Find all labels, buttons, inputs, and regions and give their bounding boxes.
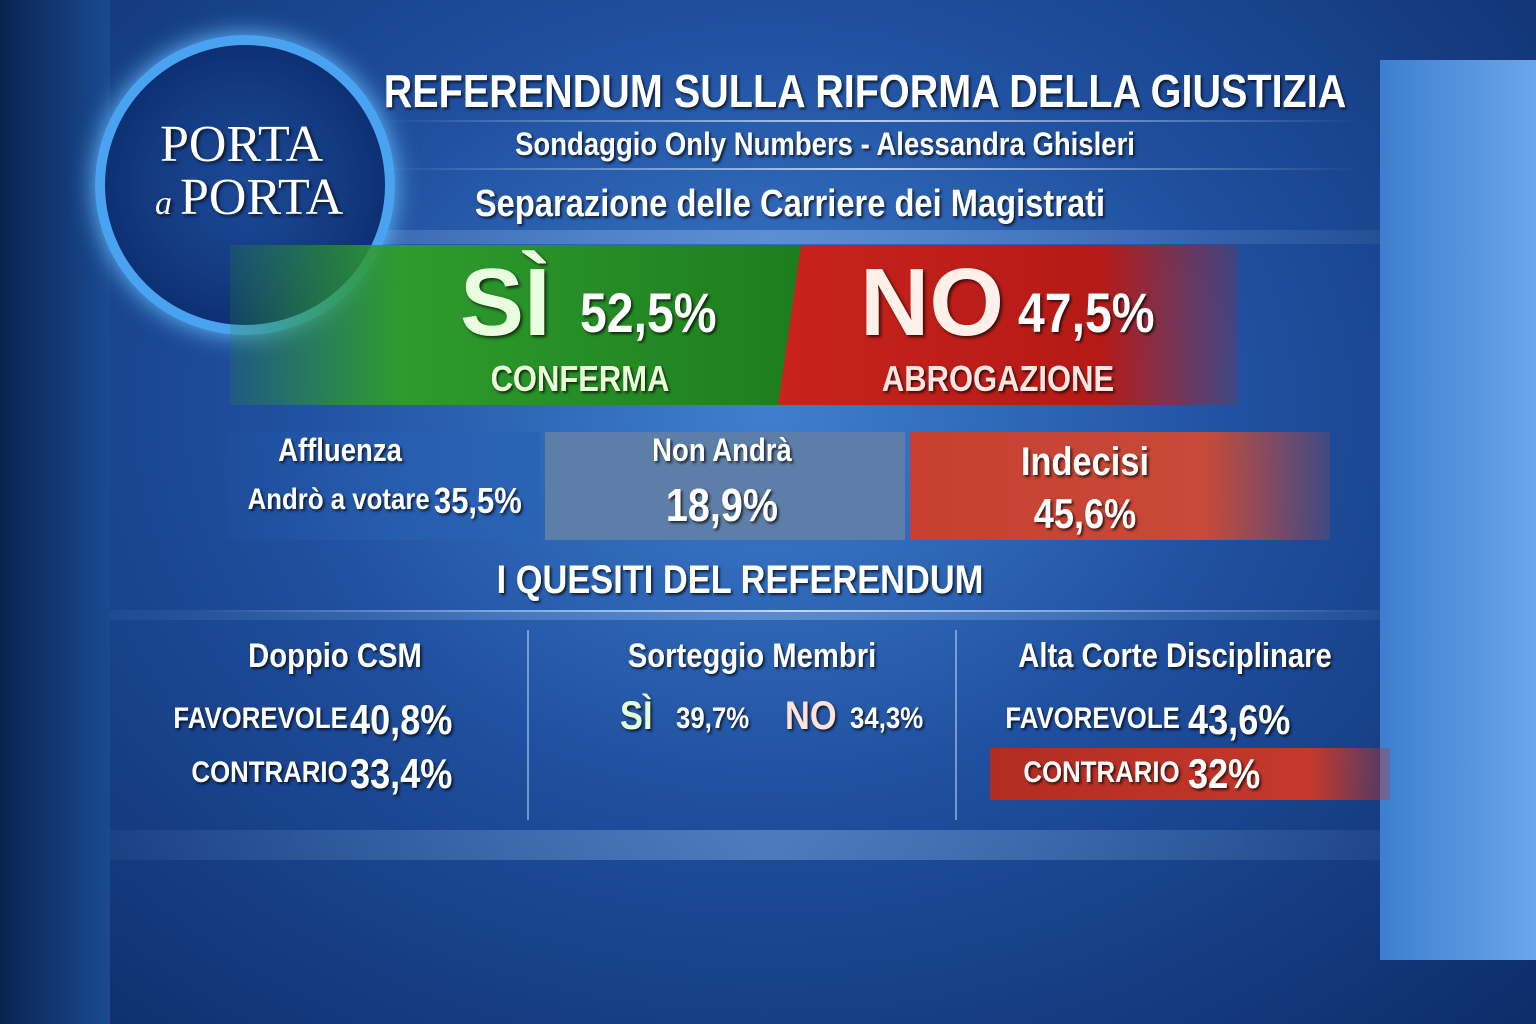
question-label: FAVOREVOLE	[1005, 702, 1180, 735]
affluenza-value: 35,5%	[434, 480, 522, 521]
affluenza-label: Andrò a votare	[247, 483, 430, 516]
question-label: CONTRARIO	[191, 756, 348, 789]
indecisi-title: Indecisi	[1020, 440, 1150, 484]
bg-streak	[0, 830, 1536, 860]
affluenza-title: Affluenza	[278, 432, 402, 468]
no-value: 47,5%	[1018, 281, 1155, 344]
question-value: 34,3%	[850, 702, 924, 735]
title: REFERENDUM SULLA RIFORMA DELLA GIUSTIZIA	[383, 65, 1347, 117]
bg-pillar	[1380, 60, 1536, 960]
non-andra-panel	[545, 432, 905, 540]
bg-pillar	[0, 0, 110, 1024]
yes-value: 52,5%	[580, 281, 717, 344]
question-label: CONTRARIO	[1023, 756, 1180, 789]
indecisi-panel	[910, 432, 1330, 540]
contrario-highlight	[990, 748, 1390, 800]
logo-text: PORTA	[180, 169, 344, 226]
no-label: NO	[860, 249, 1004, 356]
question-value: 33,4%	[350, 750, 453, 797]
question-title: Doppio CSM	[248, 637, 422, 675]
rule	[200, 610, 1380, 612]
divider	[955, 630, 957, 820]
question-label: SÌ	[620, 694, 653, 738]
divider	[527, 630, 529, 820]
questions-title: I QUESITI DEL REFERENDUM	[496, 558, 984, 602]
question-title: Sorteggio Membri	[627, 637, 877, 675]
question-label: NO	[785, 694, 837, 738]
yes-label: SÌ	[460, 249, 551, 356]
logo-text: PORTA	[160, 116, 324, 173]
question-value: 40,8%	[350, 696, 453, 743]
subtitle: Sondaggio Only Numbers - Alessandra Ghis…	[515, 126, 1135, 162]
no-panel	[778, 245, 1238, 405]
question-label: FAVOREVOLE	[173, 702, 348, 735]
non-andra-title: Non Andrà	[652, 432, 792, 468]
yes-caption: CONFERMA	[490, 358, 670, 399]
bg-streak	[0, 610, 1536, 620]
indecisi-value: 45,6%	[1033, 490, 1137, 537]
question-value: 39,7%	[676, 702, 750, 735]
no-caption: ABROGAZIONE	[881, 358, 1115, 399]
rule	[380, 168, 1360, 170]
topic: Separazione delle Carriere dei Magistrat…	[474, 183, 1106, 225]
affluenza-panel	[225, 432, 540, 540]
non-andra-value: 18,9%	[665, 479, 779, 531]
question-title: Alta Corte Disciplinare	[1018, 637, 1332, 675]
logo-text: a	[155, 185, 172, 222]
yes-panel	[230, 245, 805, 405]
question-value: 43,6%	[1188, 696, 1291, 743]
rule	[380, 120, 1360, 122]
question-value: 32%	[1188, 750, 1261, 797]
